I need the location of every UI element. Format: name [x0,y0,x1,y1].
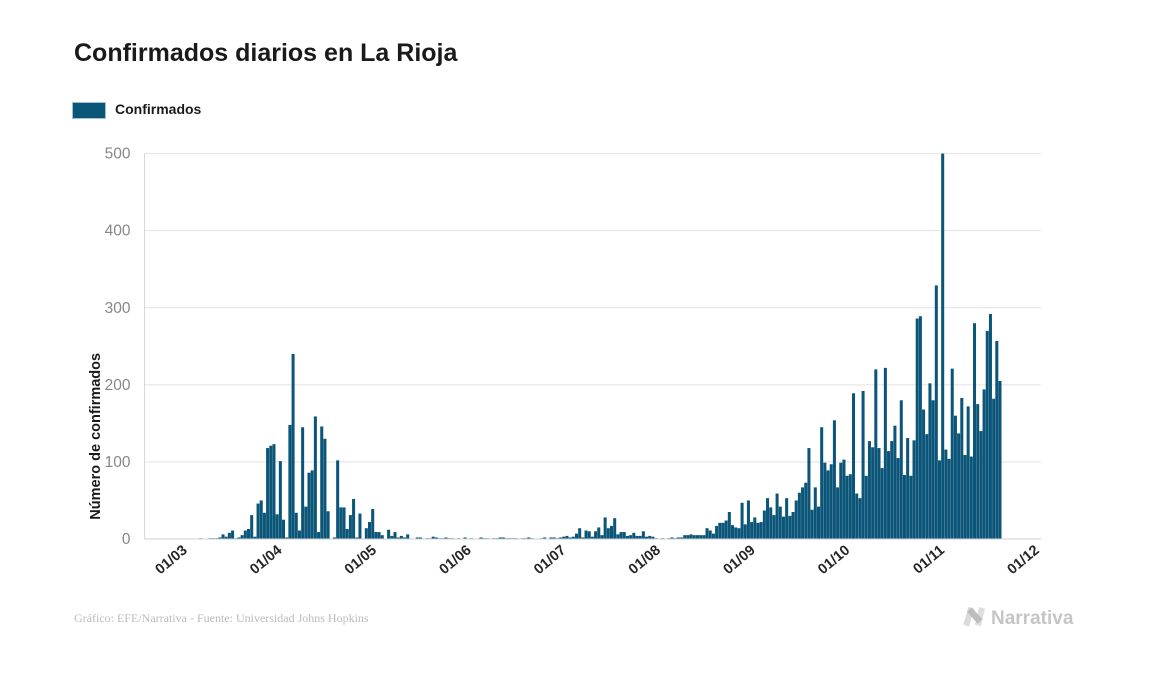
svg-text:Número de confirmados: Número de confirmados [88,353,104,520]
svg-text:01/03: 01/03 [152,542,190,578]
svg-text:01/11: 01/11 [910,542,947,577]
svg-text:Narrativa: Narrativa [991,608,1074,629]
svg-text:100: 100 [105,454,131,471]
svg-text:500: 500 [105,146,131,163]
svg-text:400: 400 [105,223,131,240]
svg-text:0: 0 [122,531,131,548]
svg-text:300: 300 [105,300,131,317]
svg-text:01/08: 01/08 [626,542,664,578]
svg-text:01/09: 01/09 [720,542,758,578]
svg-text:01/10: 01/10 [815,542,853,578]
svg-text:01/12: 01/12 [1004,542,1042,578]
svg-text:200: 200 [105,377,131,394]
svg-text:01/05: 01/05 [342,542,380,578]
svg-text:01/07: 01/07 [531,542,569,578]
svg-text:01/06: 01/06 [436,542,474,578]
svg-text:01/04: 01/04 [247,542,285,578]
